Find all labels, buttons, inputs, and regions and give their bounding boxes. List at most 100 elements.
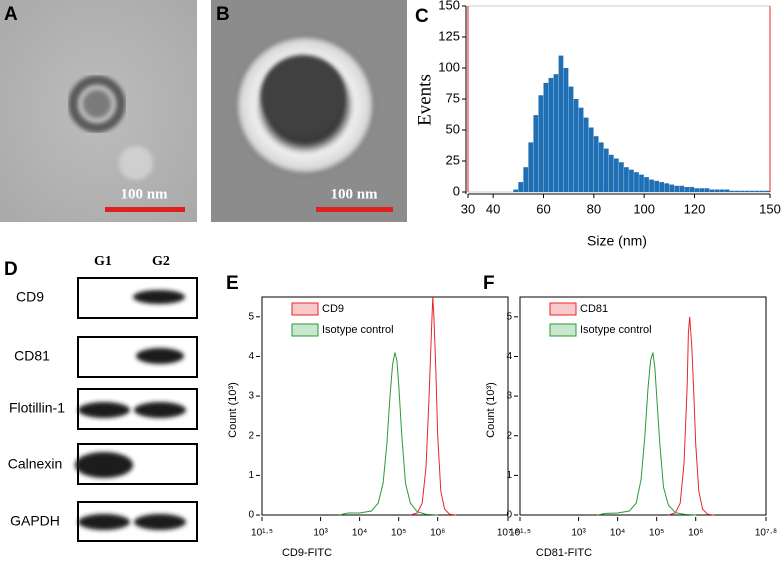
histogram-bar — [654, 180, 659, 192]
histogram-bar — [739, 190, 745, 192]
y-tick-label: 1 — [248, 470, 254, 481]
row-label: CD81 — [14, 348, 50, 364]
histogram-bar — [558, 55, 564, 192]
histogram-bar — [714, 189, 720, 192]
lane-label: G2 — [152, 254, 170, 269]
y-axis-label: Count (10³) — [485, 382, 497, 438]
histogram-bar — [689, 187, 695, 192]
x-tick-label: 60 — [536, 201, 550, 216]
histogram-bar — [649, 179, 654, 192]
y-tick-label: 75 — [446, 90, 460, 105]
y-tick-label: 4 — [248, 351, 254, 362]
histogram-bar — [639, 174, 644, 192]
y-tick-label: 3 — [248, 391, 254, 402]
histogram-bar — [533, 115, 539, 192]
x-tick-label: 10⁵ — [391, 528, 406, 539]
panel-label: D — [4, 259, 18, 280]
y-tick-label: 3 — [506, 391, 512, 402]
y-tick-label: 0 — [248, 510, 254, 521]
x-tick-label: 10³ — [313, 528, 328, 539]
histogram-bar — [588, 127, 594, 192]
histogram-bar — [608, 154, 614, 192]
histogram-bar — [759, 190, 765, 192]
histogram-bar — [664, 183, 670, 192]
row-label: GAPDH — [10, 513, 60, 529]
x-axis-label: Size (nm) — [587, 233, 647, 249]
histogram-bar — [548, 77, 554, 192]
tem-image-b: 100 nm B — [211, 0, 407, 222]
histogram-bar — [704, 188, 710, 192]
y-tick-label: 125 — [438, 28, 460, 43]
y-tick-label: 5 — [248, 311, 254, 322]
y-tick-label: 150 — [438, 0, 460, 12]
x-tick-label: 100 — [633, 201, 655, 216]
x-tick-label: 10⁶ — [430, 528, 445, 539]
y-tick-label: 0 — [453, 183, 460, 198]
histogram-bar — [729, 190, 735, 192]
histogram-bar — [694, 188, 700, 192]
x-tick-label: 10⁴ — [352, 528, 367, 539]
row-label: Flotillin-1 — [9, 400, 65, 416]
row-label: Calnexin — [8, 456, 62, 472]
western-blot: D G1 G2 CD9 CD81 Flotillin-1 Calnexin GA… — [4, 254, 198, 542]
histogram-bar — [754, 190, 760, 192]
y-tick-label: 1 — [506, 470, 512, 481]
y-tick-label: 4 — [506, 351, 512, 362]
panel-label: B — [216, 4, 230, 25]
panel-label: C — [415, 6, 429, 27]
x-tick-label: 10¹·⁵ — [509, 528, 531, 539]
legend-label: CD9 — [322, 303, 344, 315]
histogram-bar — [518, 182, 524, 192]
histogram-bar — [528, 142, 534, 192]
x-tick-label: 40 — [486, 201, 500, 216]
y-tick-label: 2 — [506, 430, 512, 441]
histogram-bar — [583, 117, 589, 192]
series-line — [597, 352, 696, 516]
histogram-bar — [543, 82, 549, 192]
histogram-bar — [568, 86, 574, 192]
histogram-bar — [598, 142, 604, 192]
legend-label: Isotype control — [322, 324, 394, 336]
histogram-bar — [619, 162, 624, 192]
x-tick-label: 150 — [759, 201, 781, 216]
histogram-bar — [613, 158, 619, 192]
scale-bar-label: 100 nm — [120, 186, 168, 202]
y-axis-label: Count (10³) — [227, 382, 239, 438]
histogram-bar — [578, 107, 584, 192]
series-line — [410, 296, 457, 516]
histogram-bar — [538, 95, 544, 192]
histogram-bar — [523, 167, 529, 192]
histogram-bar — [659, 182, 664, 192]
histogram-bar — [734, 190, 740, 192]
lane-label: G1 — [94, 254, 112, 269]
histogram-bar — [553, 74, 559, 192]
histogram-bar — [603, 148, 609, 192]
legend-label: Isotype control — [580, 324, 652, 336]
histogram-bar — [764, 190, 770, 192]
plot-frame — [261, 296, 509, 516]
histogram-bar — [593, 136, 599, 192]
legend-swatch — [291, 302, 319, 316]
y-tick-label: 100 — [438, 59, 460, 74]
y-axis-label: Events — [414, 74, 435, 126]
histogram-bar — [744, 190, 750, 192]
histogram-bar — [644, 177, 649, 192]
series-line — [339, 352, 438, 516]
histogram-bar — [699, 188, 705, 192]
histogram-bar — [669, 184, 675, 192]
panel-label: A — [4, 4, 18, 25]
histogram-bar — [674, 185, 680, 192]
x-tick-label: 10⁵ — [649, 528, 664, 539]
y-tick-label: 50 — [446, 121, 460, 136]
histogram-bar — [684, 187, 690, 192]
histogram-bar — [629, 169, 634, 192]
y-tick-label: 2 — [248, 430, 254, 441]
y-tick-label: 0 — [506, 510, 512, 521]
histogram-bar — [724, 189, 730, 192]
x-tick-label: 10⁶ — [688, 528, 703, 539]
x-tick-label: 10³ — [571, 528, 586, 539]
x-axis-label: CD9-FITC — [282, 547, 332, 559]
x-axis-label: CD81-FITC — [536, 547, 592, 559]
y-tick-label: 5 — [506, 311, 512, 322]
